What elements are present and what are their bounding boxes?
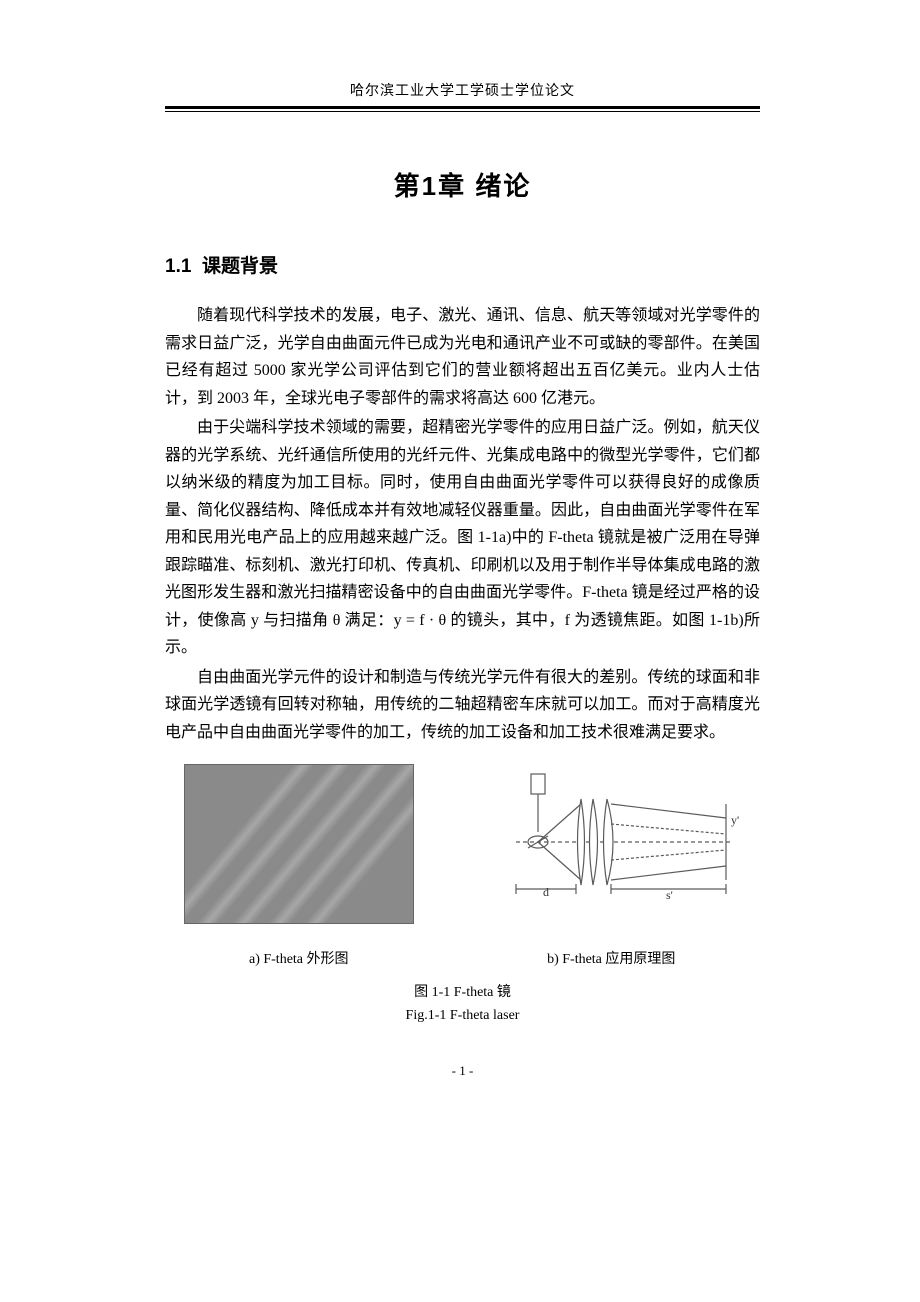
paragraph-1: 随着现代科学技术的发展，电子、激光、通讯、信息、航天等领域对光学零件的需求日益广…: [165, 302, 760, 412]
figure-b-diagram: d s' y': [481, 764, 741, 924]
header-rule-thin: [165, 111, 760, 112]
page-container: 哈尔滨工业大学工学硕士学位论文 第1章 绪论 1.1 课题背景 随着现代科学技术…: [0, 0, 920, 1139]
figure-row: a) F-theta 外形图: [165, 764, 760, 968]
label-s-prime: s': [666, 888, 673, 902]
figure-a-subcaption: a) F-theta 外形图: [249, 948, 349, 968]
label-d: d: [543, 885, 549, 899]
figure-b-column: d s' y' b) F-theta 应用原理图: [481, 764, 741, 968]
figure-caption-cn: 图 1-1 F-theta 镜: [165, 982, 760, 1004]
section-heading: 课题背景: [202, 256, 278, 277]
page-number: - 1 -: [165, 1063, 760, 1079]
chapter-title: 第1章 绪论: [165, 166, 760, 203]
paragraph-3: 自由曲面光学元件的设计和制造与传统光学元件有很大的差别。传统的球面和非球面光学透…: [165, 664, 760, 747]
section-number: 1.1: [165, 256, 191, 277]
ftheta-schematic-svg: d s' y': [481, 764, 741, 924]
label-y-prime: y': [731, 813, 739, 827]
running-header: 哈尔滨工业大学工学硕士学位论文: [165, 80, 760, 100]
header-rule-thick: [165, 106, 760, 109]
paragraph-2: 由于尖端科学技术领域的需要，超精密光学零件的应用日益广泛。例如，航天仪器的光学系…: [165, 414, 760, 662]
figure-caption-en: Fig.1-1 F-theta laser: [165, 1005, 760, 1027]
section-1-1-title: 1.1 课题背景: [165, 251, 760, 278]
figure-a-column: a) F-theta 外形图: [184, 764, 414, 968]
figure-b-subcaption: b) F-theta 应用原理图: [547, 948, 675, 968]
figure-caption-block: 图 1-1 F-theta 镜 Fig.1-1 F-theta laser: [165, 982, 760, 1027]
figure-a-image: [184, 764, 414, 924]
